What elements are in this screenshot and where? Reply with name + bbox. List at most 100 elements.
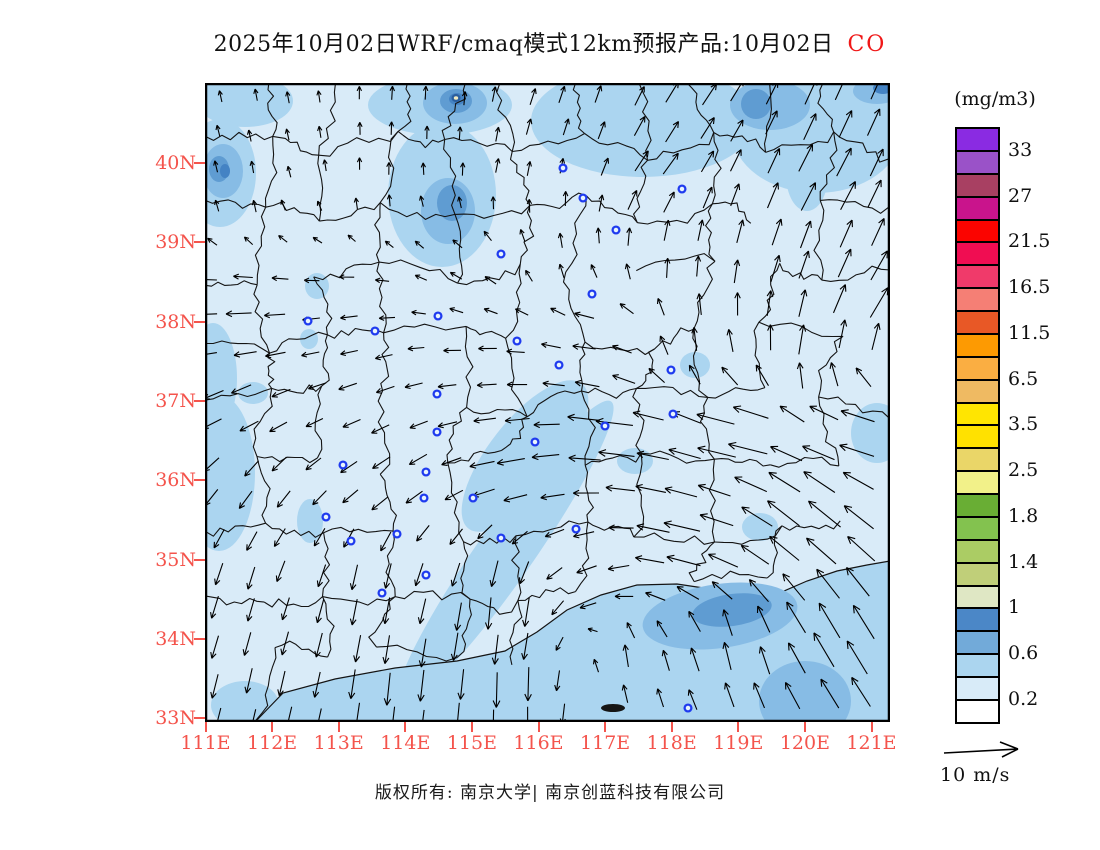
forecast-map bbox=[183, 65, 903, 746]
lon-tick bbox=[870, 722, 873, 732]
lat-label: 39N bbox=[155, 231, 196, 254]
legend-tick-label: 0.2 bbox=[1008, 688, 1039, 710]
city-marker bbox=[683, 703, 693, 713]
co-patch-c bbox=[453, 96, 459, 100]
city-marker bbox=[496, 249, 506, 259]
lon-label: 114E bbox=[380, 732, 431, 754]
lon-label: 118E bbox=[646, 732, 697, 754]
legend-color-box bbox=[955, 172, 1000, 198]
co-patch-l bbox=[197, 75, 293, 127]
co-patch-l bbox=[742, 513, 778, 541]
co-patch-l bbox=[305, 273, 329, 299]
legend-color-box bbox=[955, 493, 1000, 518]
legend-color-box bbox=[955, 287, 1000, 313]
legend-tick-label: 6.5 bbox=[1008, 367, 1039, 390]
lon-tick bbox=[470, 722, 473, 732]
lat-tick bbox=[194, 162, 205, 164]
lon-label: 116E bbox=[513, 732, 564, 754]
city-marker bbox=[600, 421, 610, 431]
co-patch-d bbox=[692, 593, 772, 627]
city-marker bbox=[338, 460, 348, 470]
map-frame bbox=[204, 82, 891, 723]
lat-tick bbox=[194, 558, 205, 561]
lat-tick bbox=[194, 637, 205, 640]
lon-label: 119E bbox=[713, 732, 764, 754]
legend-color-box bbox=[955, 355, 1000, 381]
legend-color-box bbox=[955, 561, 1000, 587]
legend-color-box bbox=[955, 195, 1000, 221]
co-patch-l bbox=[786, 139, 828, 211]
lon-label: 111E bbox=[180, 732, 231, 754]
lon-label: 115E bbox=[446, 732, 497, 754]
legend-color-box bbox=[955, 310, 1000, 335]
city-marker bbox=[468, 493, 478, 503]
lat-label: 35N bbox=[155, 548, 196, 571]
city-marker bbox=[377, 588, 387, 598]
legend-color-box bbox=[955, 584, 1000, 610]
legend-color-box bbox=[955, 241, 1000, 267]
lat-label: 33N bbox=[155, 707, 196, 730]
lat-label: 40N bbox=[155, 152, 196, 174]
lon-tick bbox=[803, 722, 806, 732]
lon-tick bbox=[737, 722, 740, 732]
city-marker bbox=[666, 365, 676, 375]
city-marker bbox=[421, 570, 431, 580]
legend-color-box bbox=[955, 676, 1000, 701]
co-patch-x bbox=[220, 164, 230, 178]
city-marker bbox=[496, 533, 506, 543]
co-patch-l bbox=[238, 382, 268, 404]
wind-reference-label: 10 m/s bbox=[940, 764, 1011, 786]
lat-tick bbox=[194, 399, 205, 402]
legend-color-box bbox=[955, 332, 1000, 358]
city-marker bbox=[419, 493, 429, 503]
legend-tick-label: 27 bbox=[1008, 184, 1033, 207]
legend-color-box bbox=[955, 218, 1000, 244]
city-marker bbox=[432, 389, 442, 399]
co-patch-l bbox=[396, 400, 614, 706]
lon-tick bbox=[271, 722, 274, 732]
co-patch-d bbox=[741, 89, 771, 119]
legend-tick-label: 2.5 bbox=[1008, 459, 1039, 482]
legend-unit: (mg/m3) bbox=[954, 88, 1036, 110]
wind-reference: 10 m/s bbox=[940, 738, 1050, 793]
lon-tick bbox=[604, 722, 607, 732]
lon-tick bbox=[537, 722, 540, 732]
legend-color-box bbox=[955, 630, 1000, 656]
city-marker bbox=[677, 184, 687, 194]
co-patch-l bbox=[297, 499, 323, 543]
legend-tick-label: 1.4 bbox=[1008, 550, 1039, 573]
wind-vector-layer bbox=[191, 72, 889, 746]
lat-label: 37N bbox=[155, 389, 196, 412]
legend-color-box bbox=[955, 149, 1000, 175]
legend-color-box bbox=[955, 264, 1000, 290]
co-patch-l bbox=[461, 380, 589, 532]
legend-tick-label: 0.6 bbox=[1008, 642, 1039, 665]
co-patch-l bbox=[680, 352, 710, 378]
legend-color-box bbox=[955, 538, 1000, 564]
legend-color-box bbox=[955, 447, 1000, 473]
legend-tick-label: 1.8 bbox=[1008, 504, 1039, 527]
legend-color-box bbox=[955, 127, 1000, 152]
lon-label: 112E bbox=[247, 732, 298, 754]
co-patch-l bbox=[617, 448, 653, 474]
legend-tick-label: 16.5 bbox=[1008, 276, 1051, 299]
city-marker bbox=[611, 225, 621, 235]
city-markers bbox=[303, 163, 693, 713]
lat-tick bbox=[194, 241, 205, 244]
copyright-footer: 版权所有: 南京大学| 南京创蓝科技有限公司 bbox=[374, 783, 726, 803]
legend-color-box bbox=[955, 470, 1000, 496]
lon-tick bbox=[337, 722, 340, 732]
legend-tick-label: 11.5 bbox=[1008, 321, 1051, 344]
figure-title: 2025年10月02日WRF/cmaq模式12km预报产品:10月02日 CO bbox=[0, 26, 1100, 58]
city-marker bbox=[587, 289, 597, 299]
lon-label: 117E bbox=[580, 732, 631, 754]
wind-reference-arrow-icon bbox=[943, 741, 1019, 758]
lon-label: 113E bbox=[313, 732, 364, 754]
city-marker bbox=[668, 409, 678, 419]
lon-label: 120E bbox=[779, 732, 830, 754]
city-marker bbox=[321, 512, 331, 522]
city-marker bbox=[346, 536, 356, 546]
lat-label: 36N bbox=[155, 469, 196, 492]
lon-tick bbox=[204, 722, 207, 732]
